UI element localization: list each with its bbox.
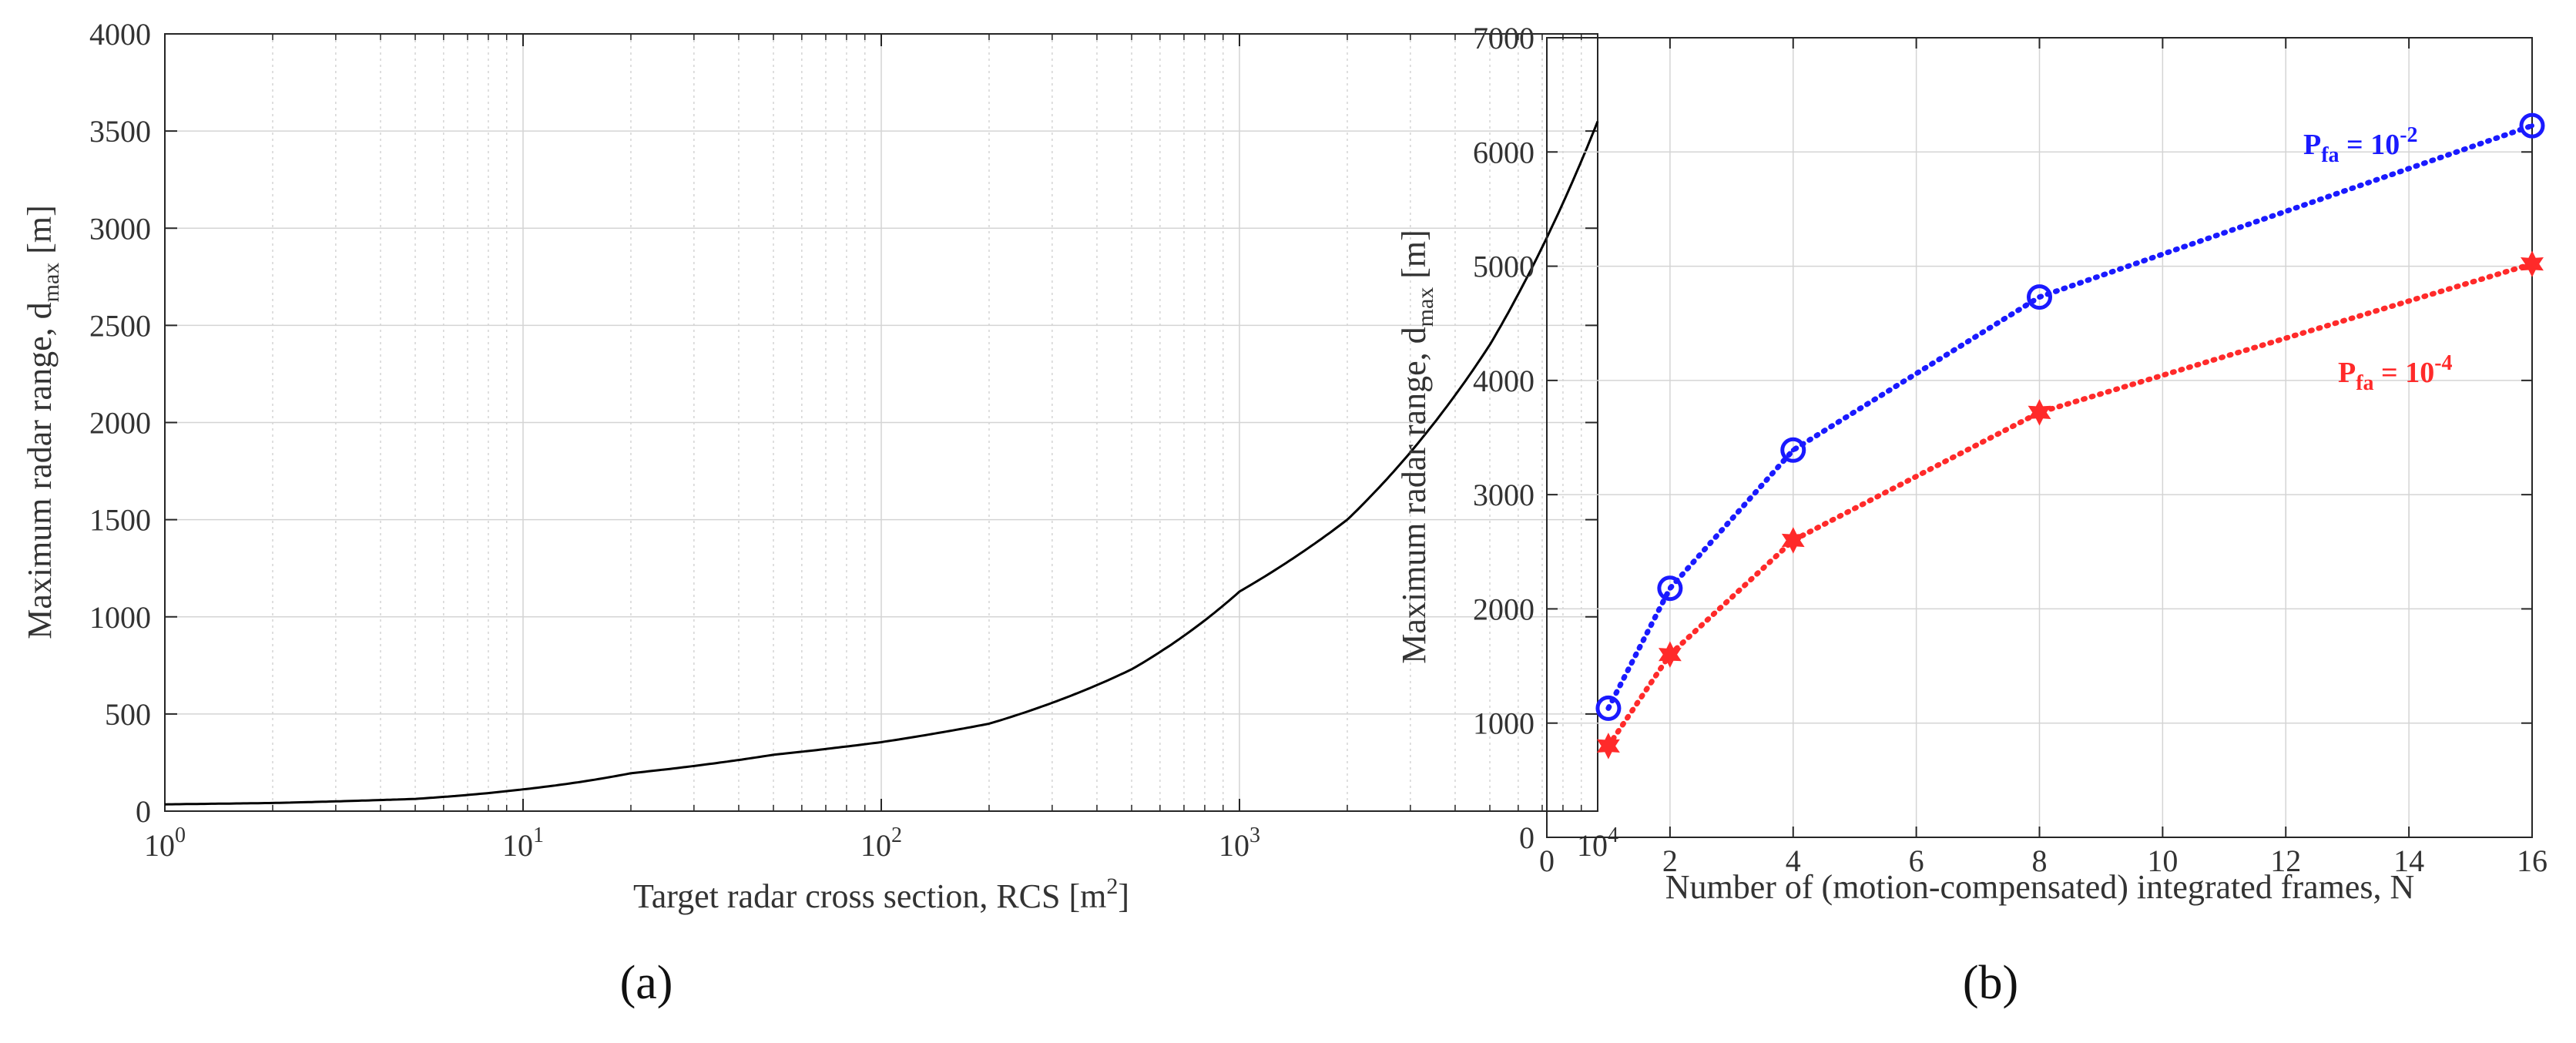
legend-label-pfa-1e-2: Pfa = 10-2: [2303, 123, 2418, 167]
y-tick-label: 1000: [1473, 706, 1535, 741]
data-point-pfa-1e-2: [1780, 437, 1806, 463]
x-tick-label: 12: [2270, 843, 2301, 878]
panel-a-x-axis-label: Target radar cross section, RCS [m2]: [633, 874, 1129, 915]
data-point-pfa-1e-4: [2028, 399, 2051, 426]
x-tick-label: 0: [1539, 843, 1555, 878]
legend-2-sub: fa: [2356, 371, 2373, 395]
panel-a-x-tick-labels: 100 101 102 103 104: [144, 823, 1618, 863]
panel-a-y-label-end: [m]: [21, 205, 59, 263]
x-tick-label: 16: [2517, 843, 2547, 878]
data-point-pfa-1e-4: [1781, 527, 1805, 554]
y-tick-label: 6000: [1473, 135, 1535, 169]
legend-2-mid: = 10: [2374, 357, 2435, 389]
y-tick-label: 3500: [89, 114, 151, 149]
y-tick-label: 500: [105, 697, 151, 732]
x-tick-label: 14: [2393, 843, 2424, 878]
x-tick-label: 4: [1786, 843, 1801, 878]
x-tick-label: 100: [144, 823, 186, 863]
panel-a-x-label-text: Target radar cross section, RCS [m: [633, 877, 1106, 915]
x-tick-label: 6: [1909, 843, 1924, 878]
y-tick-label: 3000: [89, 211, 151, 246]
y-tick-label: 4000: [89, 17, 151, 52]
x-tick-label: 8: [2032, 843, 2048, 878]
y-tick-label: 0: [1519, 820, 1535, 855]
x-tick-label: 103: [1219, 823, 1260, 863]
data-point-pfa-1e-4: [1596, 733, 1620, 760]
data-point-pfa-1e-2: [2027, 284, 2052, 310]
panel-a-grid: [165, 34, 1598, 811]
legend-2-base: P: [2338, 357, 2356, 389]
data-point-center: [2037, 294, 2042, 300]
panel-a-tick-marks: [164, 33, 1598, 812]
x-tick-label: 104: [1577, 823, 1618, 863]
data-point-pfa-1e-2: [1595, 695, 1622, 721]
panel-b-y-label-text: Maximum radar range, d: [1395, 327, 1433, 663]
legend-2-sup: -4: [2434, 351, 2452, 375]
data-point-center: [1605, 706, 1611, 711]
panel-a-label: (a): [620, 957, 673, 1009]
chart-panel-b: 0 1000 2000 3000 4000 5000 6000 7000 0 2 4 6 8 10 12 1…: [1395, 21, 2547, 1009]
data-point-pfa-1e-4: [2521, 250, 2544, 277]
data-point-center: [1667, 585, 1672, 591]
panel-a-x-label-sup: 2: [1106, 874, 1118, 899]
x-tick-label: 10: [2147, 843, 2178, 878]
legend-1-sub: fa: [2321, 143, 2339, 167]
panel-b-y-axis-label: Maximum radar range, dmax [m]: [1395, 230, 1438, 664]
panel-b-series: [1595, 112, 2545, 760]
panel-a-x-label-end: ]: [1118, 877, 1129, 915]
panel-a-y-axis-label: Maximum radar range, dmax [m]: [21, 205, 64, 639]
y-tick-label: 1500: [89, 503, 151, 538]
legend-label-pfa-1e-4: Pfa = 10-4: [2338, 351, 2453, 395]
panel-a-y-label-sub: max: [39, 263, 64, 303]
y-tick-label: 4000: [1473, 364, 1535, 398]
x-tick-label: 101: [502, 823, 544, 863]
legend-1-sup: -2: [2400, 123, 2417, 147]
y-tick-label: 7000: [1473, 21, 1535, 55]
panel-b-x-axis-label: Number of (motion-compensated) integrate…: [1665, 868, 2415, 906]
series-line-dmax: [164, 120, 1599, 806]
data-point-pfa-1e-4: [1658, 641, 1682, 668]
legend-1-base: P: [2303, 129, 2321, 161]
panel-a-series: [164, 120, 1599, 806]
data-point-pfa-1e-2: [1657, 575, 1683, 602]
data-point-pfa-1e-2: [2519, 112, 2545, 139]
y-tick-label: 1000: [89, 600, 151, 635]
legend-1-mid: = 10: [2340, 129, 2400, 161]
y-tick-label: 2000: [89, 406, 151, 441]
panel-a-y-label-text: Maximum radar range, d: [21, 302, 59, 639]
y-tick-label: 0: [136, 794, 151, 829]
y-tick-label: 2500: [89, 308, 151, 343]
data-point-center: [1790, 448, 1796, 453]
panel-b-label: (b): [1963, 957, 2018, 1009]
panel-b-y-label-end: [m]: [1395, 230, 1433, 287]
x-tick-label: 102: [860, 823, 902, 863]
panel-b-x-tick-labels: 0 2 4 6 8 10 12 14 16: [1539, 843, 2547, 878]
y-tick-label: 5000: [1473, 250, 1535, 284]
series-line-pfa-1e-2: [1605, 122, 2535, 711]
panel-a-y-tick-labels: 0 500 1000 1500 2000 2500 3000 3500 4000: [89, 17, 151, 829]
y-tick-label: 2000: [1473, 592, 1535, 626]
panel-b-tick-marks: [1546, 37, 2533, 838]
data-point-center: [2530, 123, 2534, 129]
panel-b-y-tick-labels: 0 1000 2000 3000 4000 5000 6000 7000: [1473, 21, 1535, 855]
panel-b-y-label-sub: max: [1413, 287, 1438, 327]
x-tick-label: 2: [1662, 843, 1678, 878]
y-tick-label: 3000: [1473, 478, 1535, 512]
